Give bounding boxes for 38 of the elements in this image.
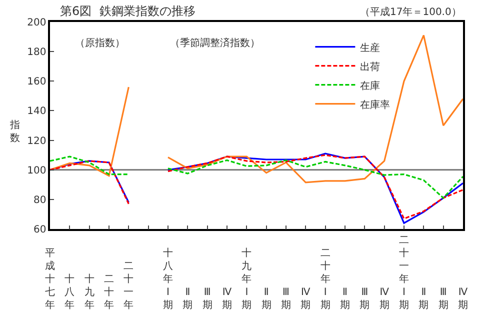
legend-label: 在庫 bbox=[360, 80, 380, 92]
text: （平成17年＝100.0） bbox=[360, 6, 462, 18]
x-tick-label: 十九年 bbox=[84, 272, 94, 311]
x-tick-label: Ⅲ期 bbox=[281, 286, 291, 311]
x-tick-label: 十九年Ⅰ期 bbox=[242, 246, 252, 311]
x-tick-label: Ⅳ期 bbox=[222, 286, 232, 311]
y-tick-label: 180 bbox=[27, 47, 46, 58]
x-tick-label: Ⅳ期 bbox=[458, 286, 468, 311]
x-tick-label: Ⅲ期 bbox=[360, 286, 370, 311]
x-tick-label: 十八年Ⅰ期 bbox=[163, 246, 173, 311]
x-tick-label: Ⅳ期 bbox=[300, 286, 312, 311]
annotation: （原指数） bbox=[75, 37, 125, 49]
y-tick-label: 120 bbox=[27, 136, 46, 147]
x-tick-label: 平成十七年 bbox=[45, 248, 55, 311]
x-tick-label: Ⅱ期 bbox=[261, 286, 272, 311]
x-tick-label: Ⅱ期 bbox=[418, 286, 429, 311]
y-tick-label: 80 bbox=[34, 194, 46, 206]
x-tick-label: 十八年 bbox=[64, 272, 75, 311]
chart-title: 第6図 鉄鋼業指数の推移 bbox=[60, 4, 196, 18]
y-axis-title: 指数 bbox=[9, 119, 20, 144]
y-tick-label: 60 bbox=[34, 224, 46, 236]
legend-label: 出荷 bbox=[360, 60, 380, 73]
x-tick-label: Ⅳ期 bbox=[379, 286, 390, 311]
x-tick-label: 二十年 bbox=[104, 274, 114, 311]
y-tick-label: 100 bbox=[27, 165, 46, 176]
x-tick-label: 二十一年 bbox=[124, 260, 134, 311]
x-tick-label: Ⅱ期 bbox=[340, 286, 350, 311]
legend-label: 生産 bbox=[360, 42, 380, 54]
x-tick-label: Ⅲ期 bbox=[438, 286, 448, 311]
y-tick-label: 200 bbox=[27, 18, 46, 28]
annotation: （季節調整済指数） bbox=[170, 37, 260, 49]
x-tick-label: 二十一年Ⅰ期 bbox=[399, 234, 409, 311]
y-tick-label: 160 bbox=[27, 76, 46, 88]
x-tick-label: 二十年Ⅰ期 bbox=[320, 248, 330, 311]
x-tick-label: Ⅱ期 bbox=[182, 286, 193, 311]
y-tick-label: 140 bbox=[27, 106, 46, 118]
legend-label: 在庫率 bbox=[360, 98, 390, 111]
x-tick-label: Ⅲ期 bbox=[202, 286, 212, 311]
